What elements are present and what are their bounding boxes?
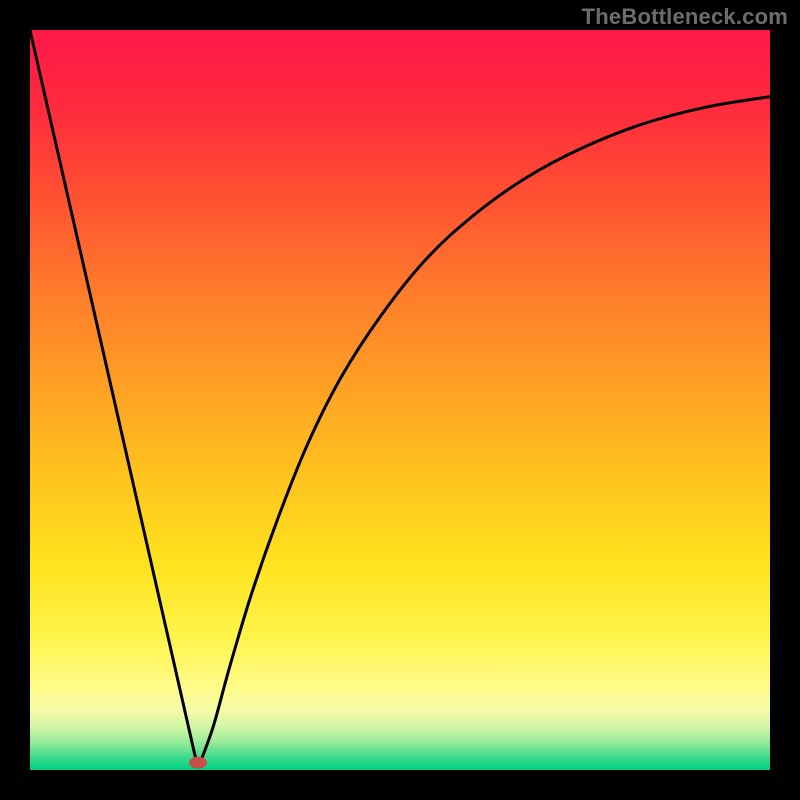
chart-container: TheBottleneck.com	[0, 0, 800, 800]
minimum-marker	[189, 757, 207, 769]
watermark-text: TheBottleneck.com	[582, 4, 788, 30]
chart-svg	[30, 30, 770, 770]
plot-area	[30, 30, 770, 770]
gradient-background	[30, 30, 770, 770]
